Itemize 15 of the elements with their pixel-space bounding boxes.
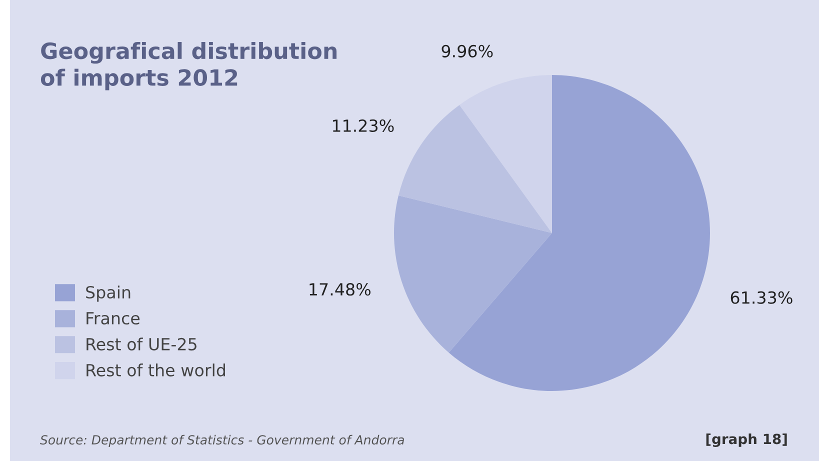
- pie-slice: [394, 196, 552, 353]
- data-label: 9.96%: [442, 44, 493, 58]
- pie-slice: [459, 75, 552, 233]
- legend-label: Spain: [86, 286, 130, 302]
- data-label: 61.33%: [730, 291, 792, 304]
- legend-label: Rest of the world: [86, 364, 225, 376]
- data-label: 17.48%: [310, 283, 371, 296]
- pie-slice: [448, 75, 710, 391]
- source-note: Source: Department of Statistics - Government of Andorra: [40, 434, 404, 447]
- chart-title: Geografical distribution of imports 2012: [40, 42, 337, 90]
- text: [graph 18]: [706, 433, 787, 447]
- pie-slice: [398, 104, 552, 233]
- legend-label: France: [86, 312, 140, 325]
- legend-label: Rest of UE-25: [86, 338, 196, 350]
- data-label: 11.23%: [332, 119, 394, 132]
